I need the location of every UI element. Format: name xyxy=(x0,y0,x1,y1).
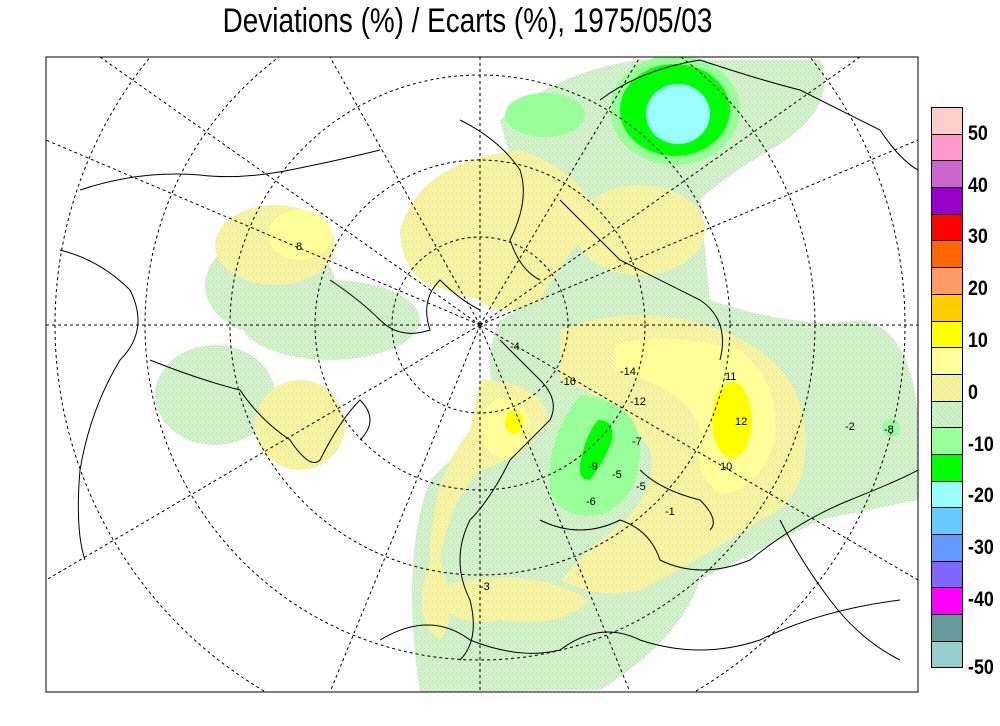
contour-label: 8 xyxy=(296,241,302,253)
legend-swatch xyxy=(931,373,963,401)
graticule xyxy=(46,57,918,692)
contour-label: -8 xyxy=(884,424,894,436)
contour-label: -12 xyxy=(630,396,646,408)
color-legend xyxy=(931,107,963,669)
legend-label: 30 xyxy=(968,225,988,249)
legend-swatch xyxy=(931,587,963,615)
legend-swatch xyxy=(931,320,963,348)
legend-label: 10 xyxy=(968,328,988,352)
contour-label: -9 xyxy=(588,461,598,473)
coastlines xyxy=(59,59,918,661)
legend-swatch xyxy=(931,507,963,534)
legend-label: -40 xyxy=(968,587,994,611)
contour-label: -5 xyxy=(636,481,646,493)
legend-swatch xyxy=(931,640,963,669)
contour-label: -2 xyxy=(845,421,855,433)
contour-label: -1 xyxy=(665,506,675,518)
legend-swatch xyxy=(931,107,963,134)
legend-swatch xyxy=(931,133,963,161)
legend-swatch xyxy=(931,400,963,428)
contour-label: -5 xyxy=(612,469,622,481)
contour-label: -7 xyxy=(632,436,642,448)
legend-label: 20 xyxy=(968,277,988,301)
contour-label: -3 xyxy=(480,581,490,593)
map-frame xyxy=(45,56,919,693)
contour-label: 12 xyxy=(735,416,747,428)
legend-swatch xyxy=(931,480,963,508)
legend-swatch xyxy=(931,293,963,321)
legend-swatch xyxy=(931,187,963,214)
contour-label: 10 xyxy=(720,461,732,473)
contour-label: -6 xyxy=(586,496,596,508)
legend-swatch xyxy=(931,614,963,641)
contour-labels: -16 -14 -12 -7 -5 -9 -6 -5 12 11 10 -1 -… xyxy=(296,241,894,593)
legend-swatch xyxy=(931,213,963,241)
shading-yellow xyxy=(505,382,752,458)
legend-swatch xyxy=(931,560,963,588)
legend-swatch xyxy=(931,427,963,454)
legend-label: 40 xyxy=(968,173,988,197)
contour-label: -14 xyxy=(620,366,636,378)
legend-label: 0 xyxy=(968,380,978,404)
legend-swatch xyxy=(931,240,963,268)
legend-label: -10 xyxy=(968,432,994,456)
legend-swatch xyxy=(931,347,963,374)
contour-label: 11 xyxy=(725,371,736,383)
legend-label: 50 xyxy=(968,121,988,145)
legend-swatch xyxy=(931,160,963,188)
map-title: Deviations (%) / Ecarts (%), 1975/05/03 xyxy=(222,2,713,40)
shading-cyan xyxy=(646,84,710,144)
legend-label: -50 xyxy=(968,655,994,679)
contour-label: -16 xyxy=(560,376,576,388)
legend-swatch xyxy=(931,453,963,481)
contour-label: -4 xyxy=(510,341,520,353)
legend-label: -30 xyxy=(968,536,994,560)
legend-label: -20 xyxy=(968,484,994,508)
legend-swatch xyxy=(931,534,963,561)
legend-swatch xyxy=(931,267,963,294)
